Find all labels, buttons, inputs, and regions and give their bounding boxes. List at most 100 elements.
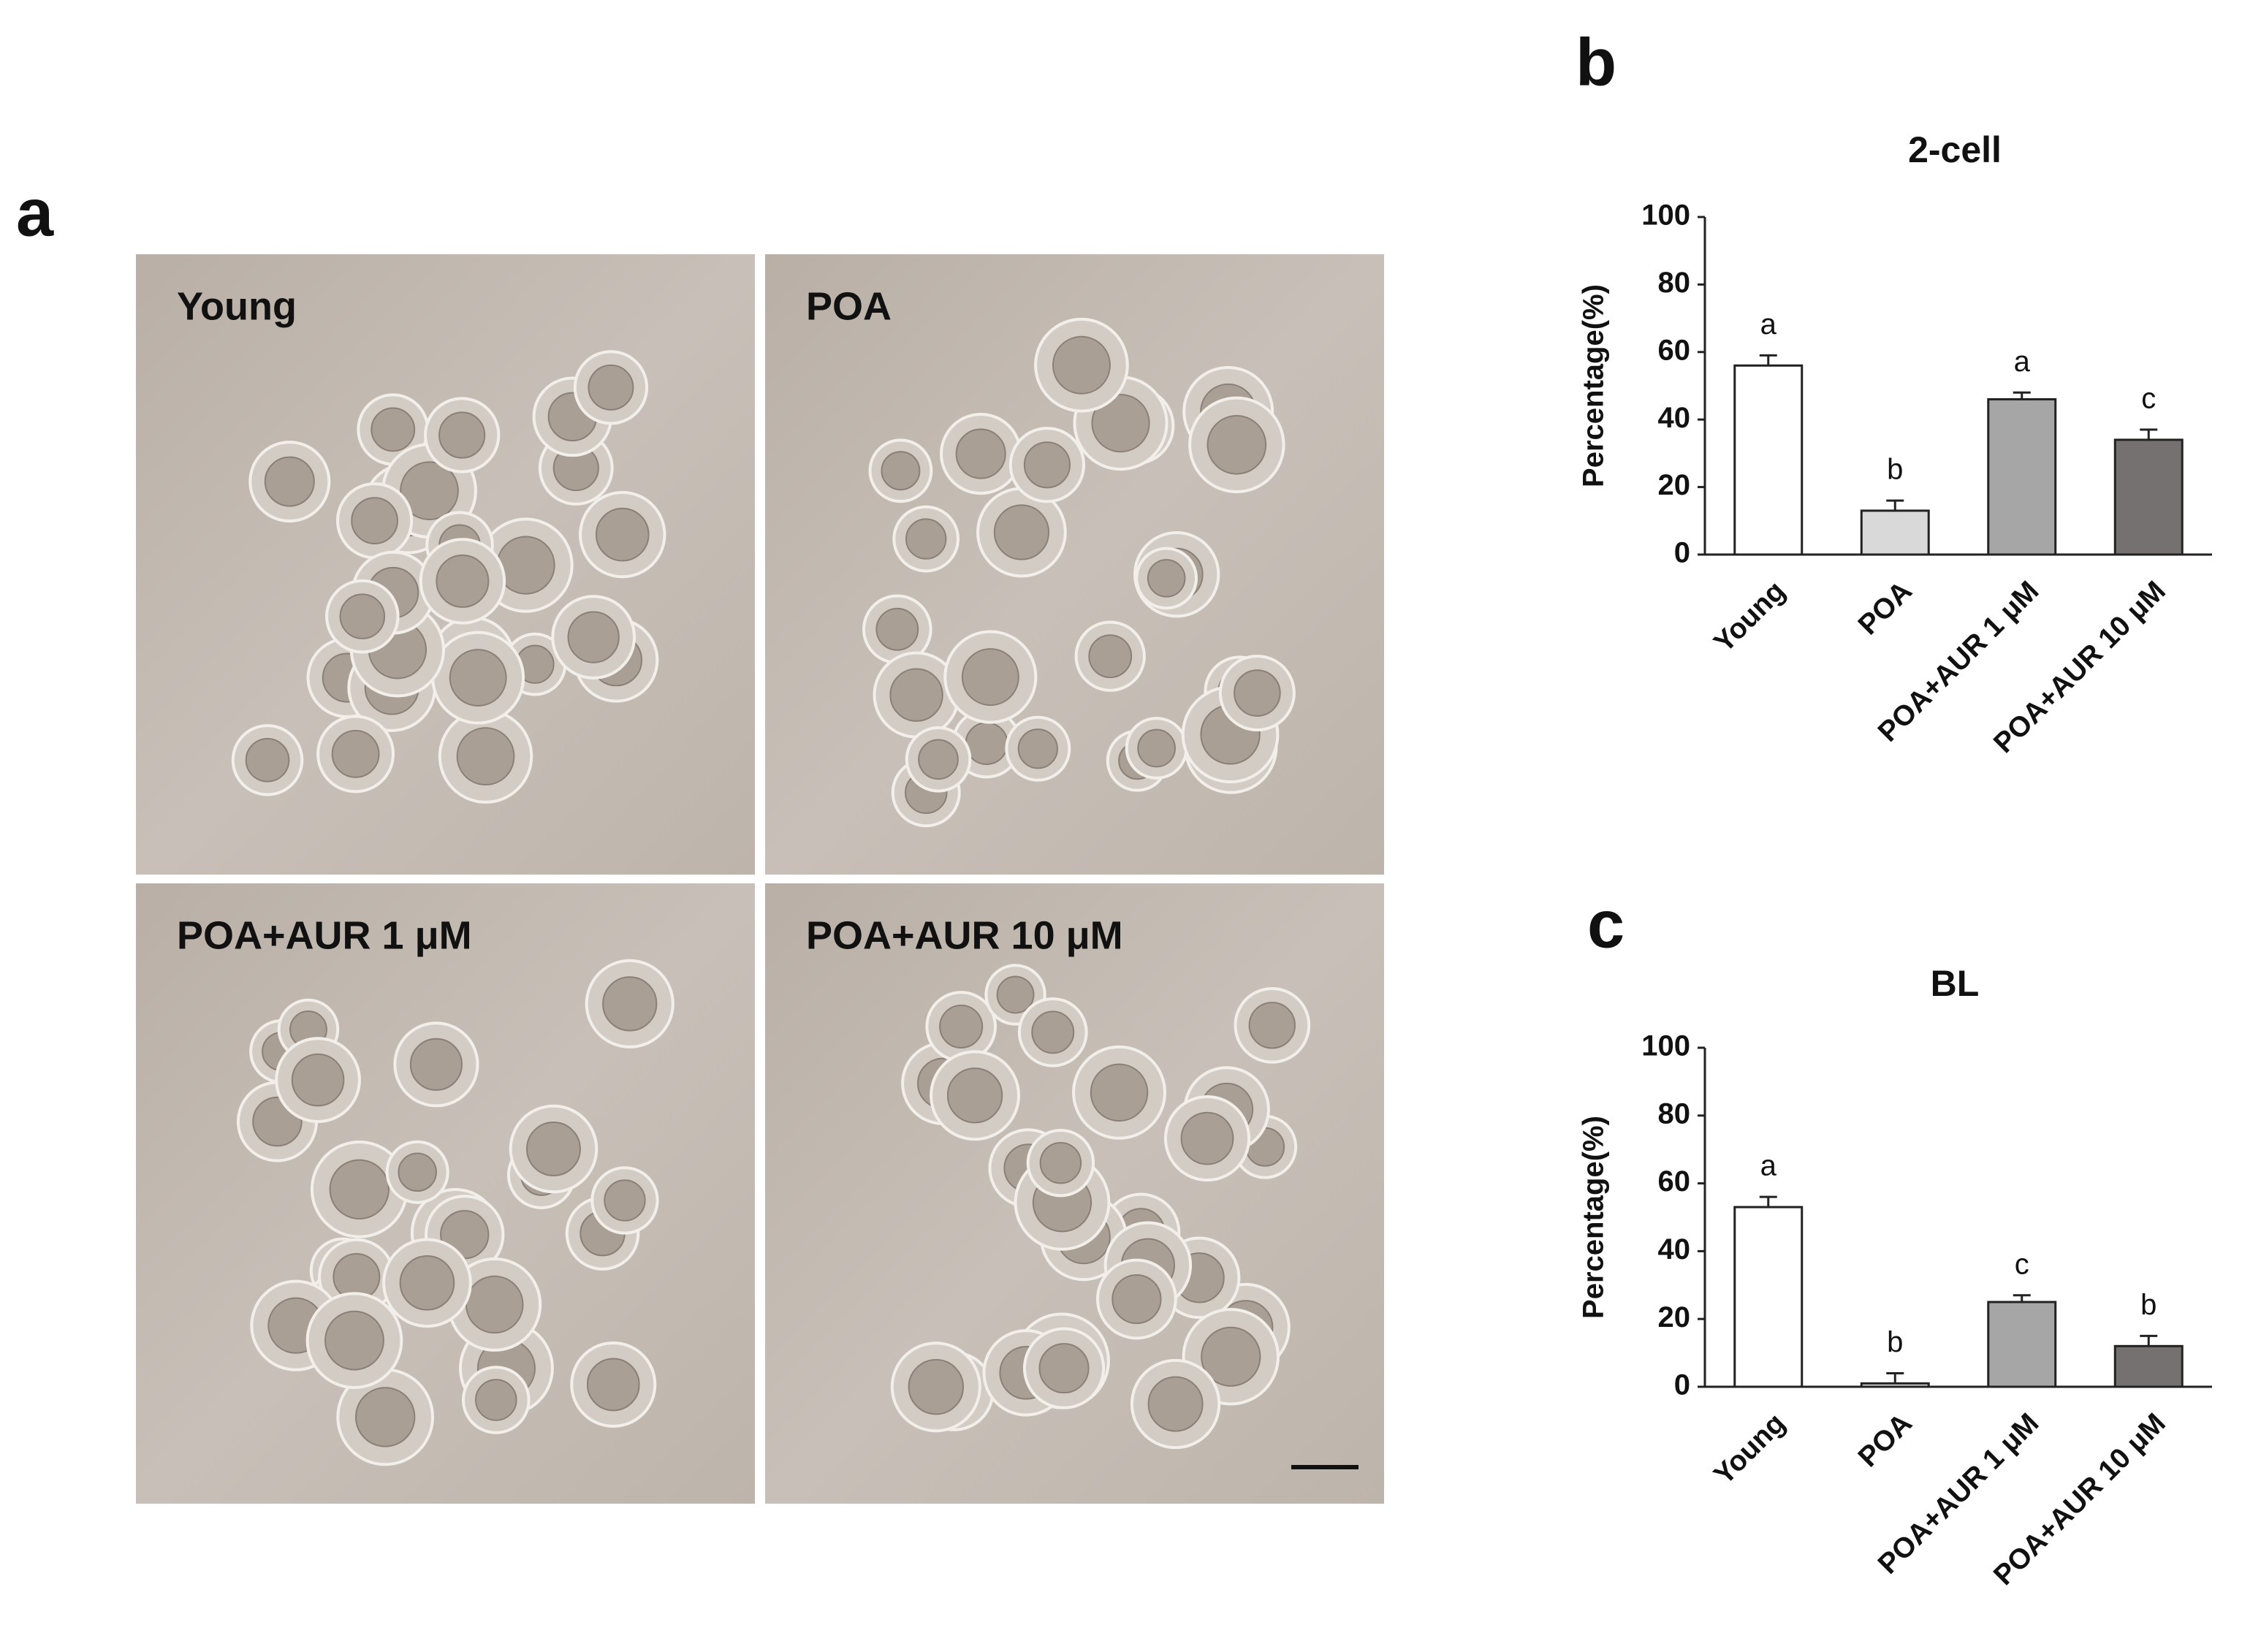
significance-letter: b bbox=[2140, 1289, 2156, 1321]
chart-title: 2-cell bbox=[1908, 129, 2002, 170]
embryo bbox=[1234, 669, 1281, 717]
embryo bbox=[475, 1379, 517, 1421]
embryo bbox=[604, 1179, 646, 1222]
embryo bbox=[1090, 1063, 1149, 1122]
embryo bbox=[370, 407, 416, 452]
bar bbox=[1733, 364, 1804, 556]
embryo bbox=[354, 1387, 416, 1447]
micrograph: POA bbox=[765, 254, 1384, 875]
embryo bbox=[466, 1275, 524, 1334]
embryo bbox=[400, 461, 459, 521]
micrograph: POA+AUR 1 μM bbox=[136, 883, 755, 1504]
embryo bbox=[1091, 394, 1150, 453]
embryo bbox=[918, 739, 959, 780]
panel-label: b bbox=[1576, 25, 1616, 99]
embryo bbox=[586, 1358, 640, 1412]
embryo bbox=[602, 976, 658, 1032]
y-tick-label: 100 bbox=[1641, 1030, 1690, 1062]
micrograph-label: POA+AUR 1 μM bbox=[177, 913, 472, 957]
embryo bbox=[496, 536, 555, 595]
embryo bbox=[567, 611, 620, 663]
embryo bbox=[881, 451, 921, 491]
embryo bbox=[1206, 414, 1267, 475]
embryo bbox=[438, 411, 486, 459]
bar bbox=[1860, 1382, 1930, 1388]
embryo bbox=[1137, 728, 1176, 768]
embryo bbox=[351, 497, 398, 545]
embryo bbox=[291, 1053, 345, 1107]
embryo bbox=[875, 607, 919, 651]
micrograph: POA+AUR 10 μM bbox=[765, 883, 1384, 1504]
embryo bbox=[961, 648, 1019, 707]
significance-letter: a bbox=[2014, 346, 2031, 378]
embryo bbox=[331, 730, 380, 778]
embryo bbox=[1023, 441, 1071, 489]
embryo bbox=[449, 649, 507, 707]
embryo bbox=[905, 518, 947, 560]
bar bbox=[1987, 397, 2057, 556]
bar bbox=[1860, 509, 1930, 556]
embryo bbox=[1147, 559, 1186, 598]
embryo bbox=[588, 364, 634, 411]
x-tick-label: Young bbox=[1708, 575, 1791, 658]
significance-letter: b bbox=[1887, 454, 1903, 486]
embryo bbox=[1112, 1274, 1162, 1325]
bar bbox=[1733, 1206, 1804, 1388]
micrograph: Young bbox=[136, 254, 755, 875]
y-tick-label: 80 bbox=[1658, 1097, 1691, 1130]
bar bbox=[1987, 1301, 2057, 1388]
micrograph-label: POA bbox=[806, 284, 892, 328]
embryo bbox=[1031, 1010, 1075, 1054]
y-tick-label: 80 bbox=[1658, 267, 1691, 299]
y-tick-label: 40 bbox=[1658, 402, 1691, 434]
embryo bbox=[908, 1359, 965, 1415]
x-tick-label: POA bbox=[1852, 1407, 1918, 1473]
embryo bbox=[526, 1122, 581, 1176]
embryo bbox=[1147, 1376, 1204, 1432]
y-tick-label: 100 bbox=[1641, 199, 1690, 232]
embryo bbox=[1201, 1326, 1261, 1387]
embryo bbox=[1038, 1343, 1090, 1394]
micrograph-label: POA+AUR 10 μM bbox=[806, 913, 1123, 957]
significance-letter: b bbox=[1887, 1326, 1903, 1358]
embryo bbox=[955, 428, 1006, 479]
y-tick-label: 0 bbox=[1674, 1369, 1690, 1401]
embryo bbox=[409, 1038, 463, 1091]
embryo bbox=[939, 1004, 984, 1049]
bar bbox=[2113, 438, 2184, 556]
micrograph-label: Young bbox=[177, 284, 297, 328]
y-tick-label: 20 bbox=[1658, 469, 1691, 501]
embryo bbox=[436, 554, 490, 608]
embryo bbox=[1017, 728, 1058, 769]
significance-letter: c bbox=[2015, 1248, 2029, 1280]
y-axis-label: Percentage(%) bbox=[1578, 1116, 1610, 1319]
embryo bbox=[946, 1067, 1003, 1124]
y-axis-label: Percentage(%) bbox=[1578, 284, 1610, 487]
y-tick-label: 40 bbox=[1658, 1233, 1691, 1265]
significance-letter: a bbox=[1760, 308, 1777, 340]
embryo bbox=[595, 507, 650, 562]
x-tick-label: POA bbox=[1852, 575, 1918, 641]
embryo bbox=[329, 1159, 390, 1220]
embryo bbox=[1248, 1002, 1296, 1049]
embryo bbox=[1180, 1111, 1234, 1165]
y-tick-label: 60 bbox=[1658, 1165, 1691, 1198]
chart-title: BL bbox=[1931, 963, 1980, 1004]
embryo bbox=[398, 1152, 437, 1192]
embryo bbox=[889, 668, 943, 722]
y-tick-label: 60 bbox=[1658, 334, 1691, 366]
y-tick-label: 0 bbox=[1674, 537, 1690, 569]
embryo bbox=[993, 504, 1050, 560]
embryo bbox=[264, 456, 315, 507]
embryo bbox=[399, 1255, 455, 1311]
panel-label: a bbox=[16, 175, 54, 250]
embryo bbox=[245, 738, 290, 783]
embryo bbox=[1052, 335, 1111, 395]
embryo bbox=[1088, 634, 1133, 679]
embryo bbox=[996, 975, 1035, 1014]
bar bbox=[2113, 1344, 2184, 1388]
embryo bbox=[324, 1310, 384, 1371]
x-tick-label: Young bbox=[1708, 1407, 1791, 1491]
y-tick-label: 20 bbox=[1658, 1301, 1691, 1333]
